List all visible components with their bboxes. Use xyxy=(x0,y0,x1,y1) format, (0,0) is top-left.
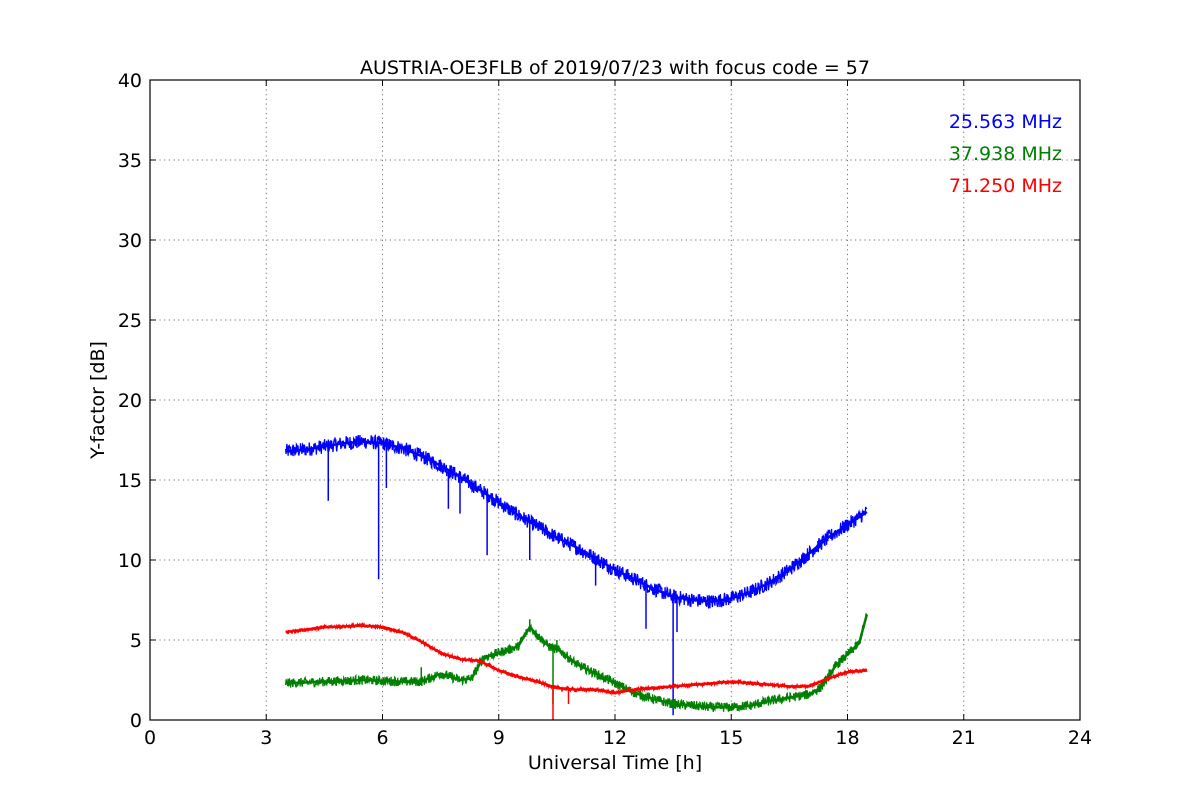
series-line xyxy=(284,433,868,609)
x-tick-label: 0 xyxy=(144,727,156,749)
x-tick-label: 21 xyxy=(952,727,976,749)
x-tick-label: 15 xyxy=(719,727,743,749)
y-tick-label: 35 xyxy=(118,150,142,172)
y-axis-label: Y-factor [dB] xyxy=(87,341,109,460)
y-tick-label: 25 xyxy=(118,310,142,332)
series-trend xyxy=(285,440,868,603)
legend-entry: 37.938 MHz xyxy=(949,143,1062,165)
series-trend xyxy=(285,614,869,709)
x-tick-label: 6 xyxy=(376,727,388,749)
series-layer xyxy=(284,433,869,720)
y-tick-label: 0 xyxy=(130,710,142,732)
x-tick-label: 24 xyxy=(1068,727,1092,749)
y-tick-label: 30 xyxy=(118,230,142,252)
chart-title: AUSTRIA-OE3FLB of 2019/07/23 with focus … xyxy=(360,57,870,79)
y-tick-label: 40 xyxy=(118,70,142,92)
legend: 25.563 MHz 37.938 MHz 71.250 MHz xyxy=(949,111,1062,197)
grid-layer xyxy=(150,80,1080,720)
y-tick-label: 10 xyxy=(118,550,142,572)
series-2 xyxy=(285,621,868,720)
series-1 xyxy=(284,613,869,713)
y-tick-label: 20 xyxy=(118,390,142,412)
tick-layer: 0 3 6 9 12 15 18 21 24 0 5 10 15 20 25 30 35 40 xyxy=(118,70,1092,749)
y-tick-label: 15 xyxy=(118,470,142,492)
series-0 xyxy=(284,433,868,716)
x-tick-label: 12 xyxy=(603,727,627,749)
series-trend xyxy=(285,624,867,695)
y-tick-label: 5 xyxy=(130,630,142,652)
x-axis-label: Universal Time [h] xyxy=(528,752,702,774)
legend-entry: 71.250 MHz xyxy=(949,175,1062,197)
legend-entry: 25.563 MHz xyxy=(949,111,1062,133)
x-tick-label: 9 xyxy=(493,727,505,749)
x-tick-label: 18 xyxy=(835,727,859,749)
x-tick-label: 3 xyxy=(260,727,272,749)
